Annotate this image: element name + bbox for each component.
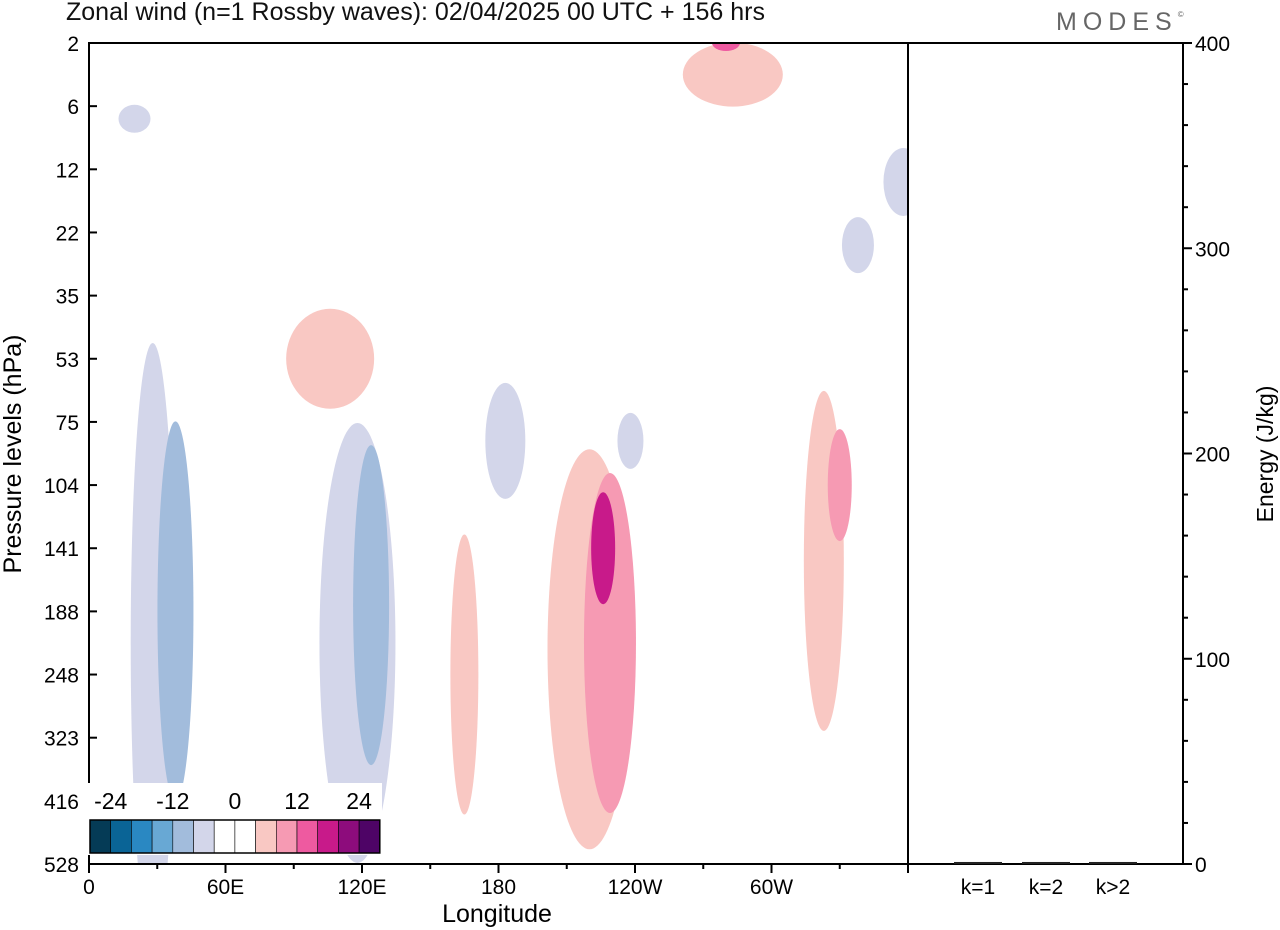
colorbar-cell [110, 819, 132, 854]
colorbar-cell [255, 819, 277, 854]
colorbar-cell [151, 819, 174, 854]
y-tick-label: 22 [56, 222, 79, 245]
colorbar-cell [358, 819, 381, 854]
energy-category-label: k>2 [1096, 876, 1130, 899]
y-tick-label: 248 [44, 665, 79, 688]
energy-axis-ticks: 0 100 200 300 400 [1183, 33, 1230, 877]
y-tick-label: 12 [56, 159, 79, 182]
energy-bars: k=1 k=2 k>2 [954, 861, 1137, 899]
x-tick-label: 180 [481, 876, 516, 899]
energy-category-label: k=1 [961, 876, 995, 899]
colorbar-cell [338, 819, 360, 854]
y-tick-label: 6 [67, 96, 79, 119]
negative-anomaly-blob [157, 421, 194, 802]
brand-text: MODES [1056, 8, 1178, 36]
x-tick-label: 120W [608, 876, 663, 899]
x-tick-label: 0 [83, 876, 95, 899]
colorbar-cell [317, 819, 339, 854]
energy-tick-label: 300 [1195, 238, 1230, 261]
x-axis-ticks: 0 60E 120E 180 120W 60W [83, 864, 909, 899]
colorbar: -24 -12 0 12 24 [88, 783, 382, 855]
positive-anomaly-blob [286, 308, 375, 409]
y-tick-label: 35 [56, 286, 79, 309]
brand-mark: © [1177, 10, 1184, 19]
negative-anomaly-blob [485, 382, 526, 499]
energy-plot-frame [907, 42, 1184, 865]
positive-anomaly-blob [712, 43, 740, 51]
colorbar-cell [296, 819, 319, 854]
positive-anomaly-blob [450, 534, 479, 815]
energy-bar [1022, 861, 1070, 864]
positive-anomaly-blob [827, 429, 852, 542]
negative-anomaly-blob [883, 147, 908, 216]
energy-tick-label: 200 [1195, 444, 1230, 467]
y-axis-title: Pressure levels (hPa) [0, 335, 27, 574]
negative-anomaly-blob [118, 104, 151, 133]
negative-anomaly-blob [841, 217, 874, 274]
x-tick-label: 120E [337, 876, 386, 899]
colorbar-cell [131, 819, 153, 854]
y-tick-label: 53 [56, 349, 79, 372]
energy-tick-label: 400 [1195, 33, 1230, 56]
negative-anomaly-blob [353, 445, 390, 766]
colorbar-cell [275, 819, 298, 854]
y-tick-label: 141 [44, 538, 79, 561]
positive-anomaly-blob [591, 492, 616, 605]
y-tick-label: 528 [44, 854, 79, 877]
colorbar-frame [89, 819, 381, 854]
energy-category-label: k=2 [1029, 876, 1063, 899]
colorbar-label: -12 [156, 788, 189, 814]
y-tick-label: 188 [44, 601, 79, 624]
energy-bar [1089, 861, 1137, 864]
positive-anomaly-blob [682, 43, 783, 107]
brand-logo: MODES© [1056, 8, 1184, 37]
energy-axis-title: Energy (J/kg) [1252, 386, 1278, 523]
colorbar-label: 12 [284, 788, 310, 814]
colorbar-label: 0 [229, 788, 242, 814]
x-tick-label: 60W [750, 876, 793, 899]
contour-field [118, 43, 908, 864]
colorbar-label: 24 [346, 788, 372, 814]
y-tick-label: 416 [44, 791, 79, 814]
y-tick-label: 104 [44, 475, 79, 498]
energy-tick-label: 100 [1195, 649, 1230, 672]
colorbar-label: -24 [94, 788, 127, 814]
x-tick-label: 60E [207, 876, 244, 899]
y-tick-label: 323 [44, 728, 79, 751]
colorbar-cell [193, 819, 215, 854]
chart-title: Zonal wind (n=1 Rossby waves): 02/04/202… [66, 0, 765, 26]
colorbar-cell [172, 819, 194, 854]
energy-bar [954, 861, 1002, 864]
x-axis-title: Longitude [442, 900, 552, 928]
energy-tick-label: 0 [1195, 854, 1207, 877]
y-axis-ticks: 2 6 12 22 35 53 75 104 141 188 248 323 416 528 [44, 33, 97, 877]
y-tick-label: 2 [67, 33, 79, 56]
negative-anomaly-blob [617, 412, 644, 469]
y-tick-label: 75 [56, 412, 79, 435]
colorbar-cell [89, 819, 112, 854]
colorbar-cell [213, 819, 236, 854]
colorbar-cell [234, 819, 256, 854]
